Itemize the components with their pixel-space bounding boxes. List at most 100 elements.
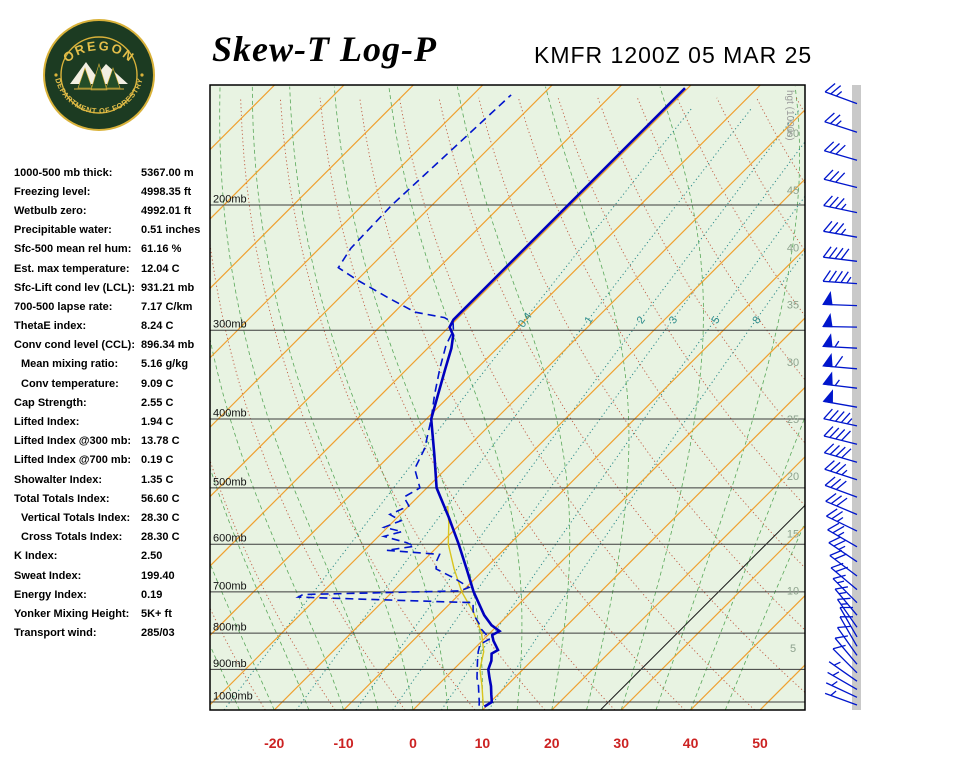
index-label: Sfc-500 mean rel hum: xyxy=(14,243,132,256)
index-value: 199.40 xyxy=(141,569,175,582)
index-row: Precipitable water: 0.51 inches xyxy=(14,221,214,240)
logo-tree-icon xyxy=(105,67,121,89)
pressure-label: 900mb xyxy=(213,658,247,670)
index-value: 5.16 g/kg xyxy=(141,358,189,371)
wind-barb xyxy=(823,443,858,463)
wind-barb xyxy=(823,141,858,161)
index-row: Sweat Index: 199.40 xyxy=(14,566,214,585)
wind-barb xyxy=(824,690,858,706)
index-value: 1.35 C xyxy=(141,473,174,486)
index-label: Conv cond level (CCL): xyxy=(14,339,136,352)
wind-column-strip xyxy=(852,85,861,710)
wind-barb xyxy=(823,195,858,214)
temp-axis-label: 0 xyxy=(409,735,417,751)
index-row: Conv cond level (CCL): 896.34 mb xyxy=(14,336,214,355)
wind-barb-flag xyxy=(822,389,834,404)
index-label: ThetaE index: xyxy=(14,320,87,333)
mixing-ratio-label: 1 xyxy=(582,314,595,326)
index-value: 61.16 % xyxy=(141,243,182,256)
index-label: Showalter Index: xyxy=(14,473,103,486)
pressure-label: 300mb xyxy=(213,319,247,331)
index-row: Yonker Mixing Height: 5K+ ft xyxy=(14,604,214,623)
pressure-label: 500mb xyxy=(213,476,247,488)
station-datetime: KMFR 1200Z 05 MAR 25 xyxy=(534,42,813,68)
index-row: K Index: 2.50 xyxy=(14,547,214,566)
wind-barb-flag xyxy=(822,313,833,328)
index-value: 285/03 xyxy=(141,627,175,640)
pressure-label: 700mb xyxy=(213,580,247,592)
index-row: Lifted Index @700 mb: 0.19 C xyxy=(14,451,214,470)
index-row: Cap Strength: 2.55 C xyxy=(14,393,214,412)
chart-grid xyxy=(210,85,805,710)
index-label: 700-500 lapse rate: xyxy=(14,300,113,313)
mixing-ratio-label: 2 xyxy=(635,314,648,326)
index-label: Cap Strength: xyxy=(14,396,87,409)
wind-barb-flag xyxy=(822,333,833,348)
height-label: 25 xyxy=(787,414,799,426)
wind-barb xyxy=(824,83,858,105)
index-label: Energy Index: xyxy=(14,588,87,601)
index-row: Transport wind: 285/03 xyxy=(14,624,214,643)
index-label: Precipitable water: xyxy=(14,224,112,237)
temp-axis-label: -10 xyxy=(333,735,353,751)
wind-barb xyxy=(834,635,858,665)
wind-barb xyxy=(822,270,858,285)
index-label: Transport wind: xyxy=(14,627,97,640)
index-value: 7.17 C/km xyxy=(141,300,193,313)
mixing-ratio-label: 5 xyxy=(709,314,722,326)
index-value: 28.30 C xyxy=(141,511,180,524)
wind-barb xyxy=(832,644,858,674)
wind-barb xyxy=(824,112,858,133)
index-label: Vertical Totals Index: xyxy=(21,511,131,524)
index-row: Vertical Totals Index: 28.30 C xyxy=(14,508,214,527)
moist-adiabats xyxy=(210,86,805,710)
index-row: 1000-500 mb thick: 5367.00 m xyxy=(14,163,214,182)
index-row: Wetbulb zero: 4992.01 ft xyxy=(14,201,214,220)
wind-barb xyxy=(827,671,858,690)
height-label: 35 xyxy=(787,300,799,312)
index-label: Sweat Index: xyxy=(14,569,82,582)
index-label: Lifted Index @700 mb: xyxy=(14,454,132,467)
height-label: 30 xyxy=(787,357,799,369)
wind-barb xyxy=(829,549,858,577)
wetbulb-trace xyxy=(447,505,485,706)
wind-barb xyxy=(825,680,858,698)
index-label: Wetbulb zero: xyxy=(14,204,87,217)
height-label: 45 xyxy=(787,185,799,197)
wind-barb xyxy=(836,625,858,656)
index-value: 0.19 C xyxy=(141,454,174,467)
height-label: 15 xyxy=(787,528,799,540)
dry-adiabats xyxy=(210,97,805,710)
index-row: Cross Totals Index: 28.30 C xyxy=(14,528,214,547)
index-row: ThetaE index: 8.24 C xyxy=(14,317,214,336)
wind-barb xyxy=(824,476,858,498)
index-label: Cross Totals Index: xyxy=(21,531,123,544)
logo-tree-icon xyxy=(77,67,93,89)
index-row: Sfc-500 mean rel hum: 61.16 % xyxy=(14,240,214,259)
height-label: 50 xyxy=(787,128,799,140)
index-value: 12.04 C xyxy=(141,262,180,275)
logo-inner-ring xyxy=(60,36,138,114)
height-scale-title: hgt (1000s) xyxy=(784,90,795,141)
index-row: Total Totals Index: 56.60 C xyxy=(14,489,214,508)
wind-barb xyxy=(823,220,858,238)
isotherms xyxy=(210,85,805,710)
temp-axis-label: 40 xyxy=(683,735,699,751)
index-value: 931.21 mb xyxy=(141,281,195,294)
pressure-label: 600mb xyxy=(213,533,247,545)
index-label: Mean mixing ratio: xyxy=(21,358,119,371)
wind-barb xyxy=(824,460,858,481)
wind-barb xyxy=(839,616,858,647)
index-row: Sfc-Lift cond lev (LCL): 931.21 mb xyxy=(14,278,214,297)
index-value: 4992.01 ft xyxy=(141,204,192,217)
index-value: 2.55 C xyxy=(141,396,174,409)
index-row: Showalter Index: 1.35 C xyxy=(14,470,214,489)
index-label: 1000-500 mb thick: xyxy=(14,166,113,179)
wind-barb-flag xyxy=(822,371,833,386)
height-scale: 50 45 40 35 30 25 20 15 10 5 hgt (1000s) xyxy=(784,90,799,655)
index-value: 1.94 C xyxy=(141,416,174,429)
wind-barb xyxy=(825,492,858,516)
index-value: 8.24 C xyxy=(141,320,174,333)
wind-barb xyxy=(822,246,858,262)
